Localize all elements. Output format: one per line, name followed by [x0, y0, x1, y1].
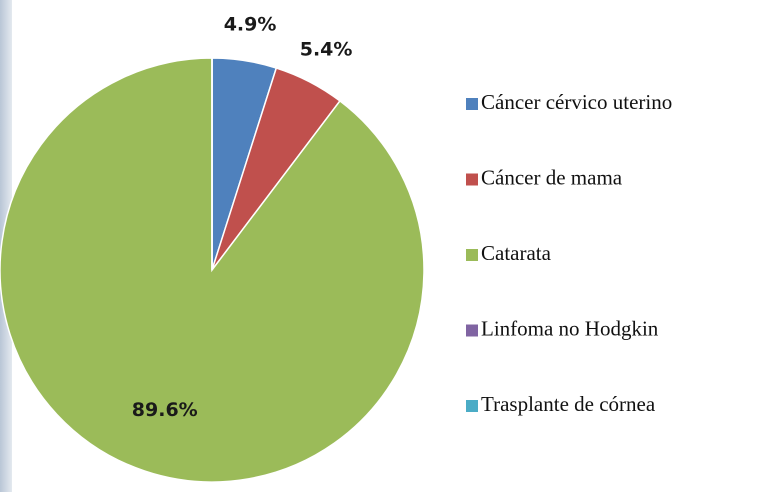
data-label: 5.4% — [300, 38, 353, 60]
legend-swatch — [466, 173, 478, 186]
legend-label: Catarata — [481, 241, 552, 265]
legend-swatch — [466, 98, 478, 110]
data-label: 4.9% — [224, 13, 277, 35]
legend-label: Cáncer cérvico uterino — [481, 90, 672, 114]
legend-label: Trasplante de córnea — [481, 392, 656, 416]
legend-swatch — [466, 324, 478, 337]
legend-label: Linfoma no Hodgkin — [481, 316, 659, 340]
data-label: 89.6% — [132, 399, 198, 421]
legend-swatch — [466, 249, 478, 261]
legend-swatch — [466, 400, 478, 412]
legend-label: Cáncer de mama — [481, 165, 623, 189]
